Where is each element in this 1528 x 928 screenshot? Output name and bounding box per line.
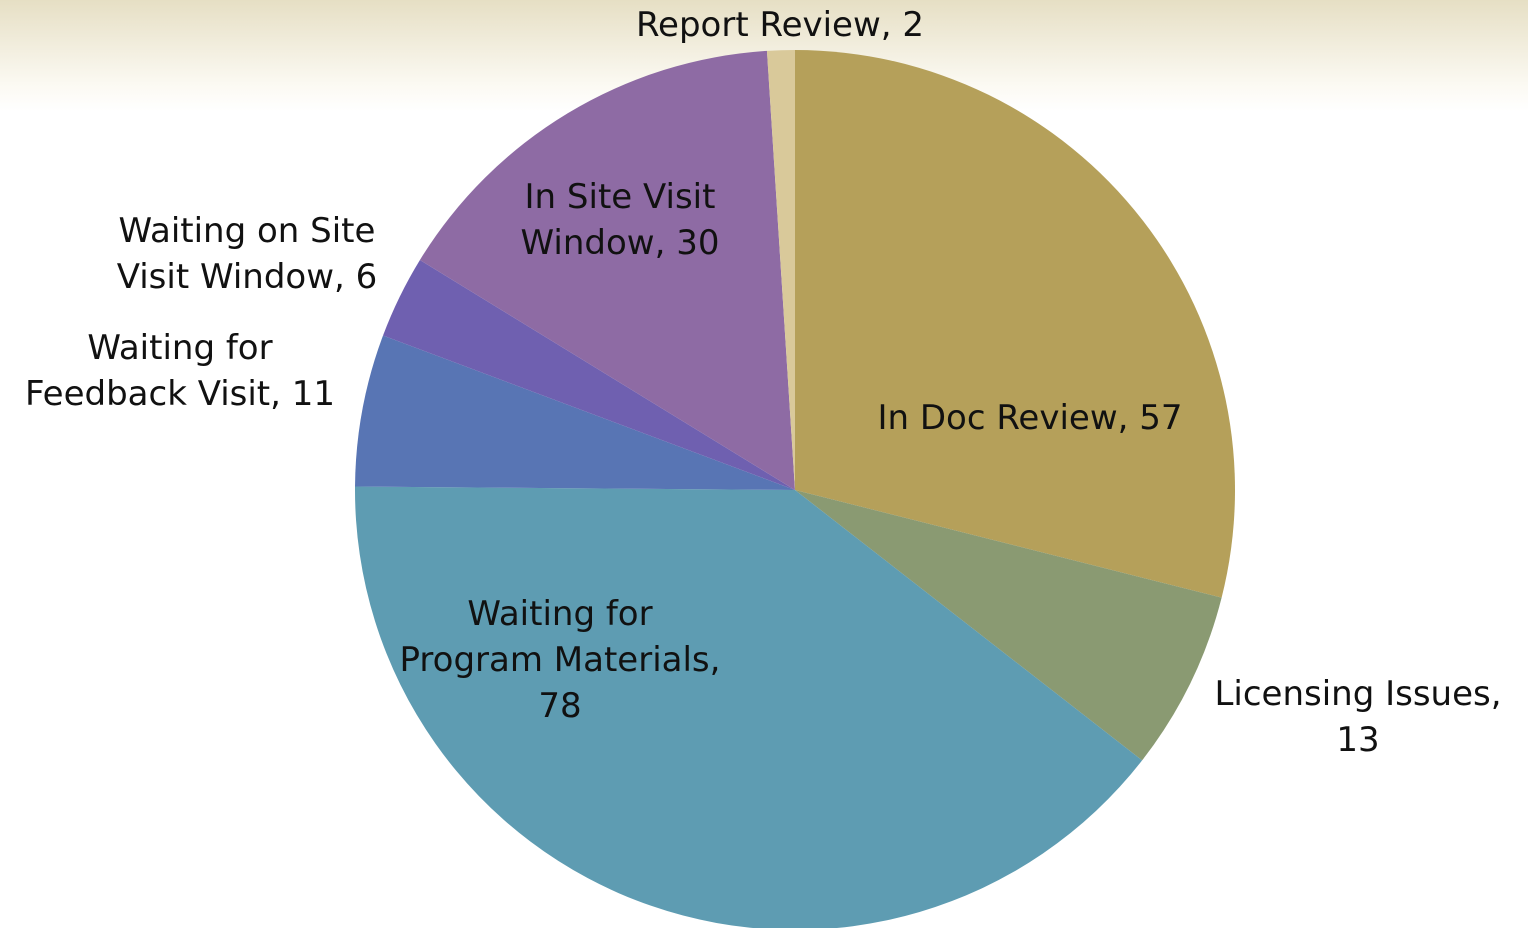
data-label: Report Review, 2 bbox=[636, 5, 924, 45]
pie-slice bbox=[383, 259, 795, 490]
data-label: Waiting for Feedback Visit, 11 bbox=[25, 328, 335, 414]
data-label: In Site Visit Window, 30 bbox=[521, 177, 720, 263]
pie-slice bbox=[795, 50, 1235, 598]
pie-slice bbox=[795, 490, 1222, 761]
labels: In Doc Review, 57 Licensing Issues, 13 Wait… bbox=[25, 5, 1502, 760]
data-label: In Doc Review, 57 bbox=[877, 398, 1182, 438]
pie-slice bbox=[355, 335, 795, 490]
pie-slice bbox=[419, 50, 795, 491]
pie bbox=[355, 50, 1235, 928]
data-label: Waiting for Program Materials, 78 bbox=[400, 594, 721, 726]
pie-slice bbox=[355, 486, 1143, 928]
data-label: Licensing Issues, 13 bbox=[1214, 674, 1501, 760]
pie-slice bbox=[766, 50, 795, 490]
data-label: Waiting on Site Visit Window, 6 bbox=[117, 211, 378, 297]
